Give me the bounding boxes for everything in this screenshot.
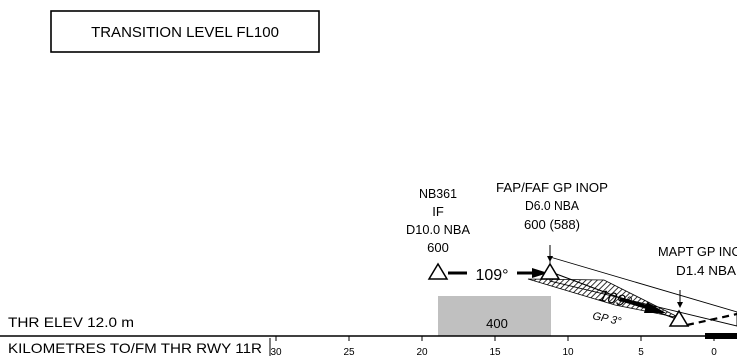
mapt-fix-line-2: D1.4 NBA xyxy=(676,263,736,278)
transition-level-text: TRANSITION LEVEL FL100 xyxy=(91,24,279,41)
thr-elev-label: THR ELEV 12.0 m xyxy=(8,314,134,330)
obstacle-block xyxy=(438,296,551,336)
obstacle-label: 400 xyxy=(486,316,508,331)
distance-scale-caption: KILOMETRES TO/FM THR RWY 11R xyxy=(8,340,262,356)
transition-level-box xyxy=(50,10,320,53)
if-fix-line-2: IF xyxy=(432,204,444,219)
mapt-pointer-arrowhead xyxy=(677,302,683,308)
runway-threshold-bar xyxy=(705,333,737,339)
initial-track-arrowhead xyxy=(532,268,548,278)
faf-fix-line-2: D6.0 NBA xyxy=(525,198,579,213)
faf-pointer-arrowhead xyxy=(547,256,553,262)
if-fix-triangle xyxy=(427,262,449,280)
mapt-fix-triangle xyxy=(668,309,690,327)
faf-fix-line-1: FAP/FAF GP INOP xyxy=(496,180,608,195)
distance-tick-label: 5 xyxy=(638,347,644,358)
descent-arrowhead xyxy=(644,302,666,313)
if-fix-line-1: NB361 xyxy=(419,186,457,201)
distance-tick-label: 10 xyxy=(562,347,574,358)
distance-tick-label: 0 xyxy=(711,347,717,358)
if-fix-line-4: 600 xyxy=(427,240,449,255)
distance-tick-label: 20 xyxy=(416,347,428,358)
distance-tick-label: 25 xyxy=(343,347,355,358)
mapt-fix-line-1: MAPT GP INOP xyxy=(658,244,737,259)
missed-approach-dashed xyxy=(686,312,737,327)
distance-tick-label: 30 xyxy=(270,347,282,358)
faf-fix-line-3: 600 (588) xyxy=(524,217,580,232)
initial-track-label: 109° xyxy=(475,267,508,284)
distance-ticks: 30 25 20 15 10 5 0 xyxy=(270,336,717,358)
glidepath-label: GP 3° xyxy=(591,310,623,328)
faf-fix-triangle xyxy=(539,262,561,280)
final-track-label: 109° xyxy=(597,287,634,312)
descent-arrow-shaft xyxy=(619,297,651,310)
distance-tick-label: 15 xyxy=(489,347,501,358)
if-fix-line-3: D10.0 NBA xyxy=(406,222,470,237)
